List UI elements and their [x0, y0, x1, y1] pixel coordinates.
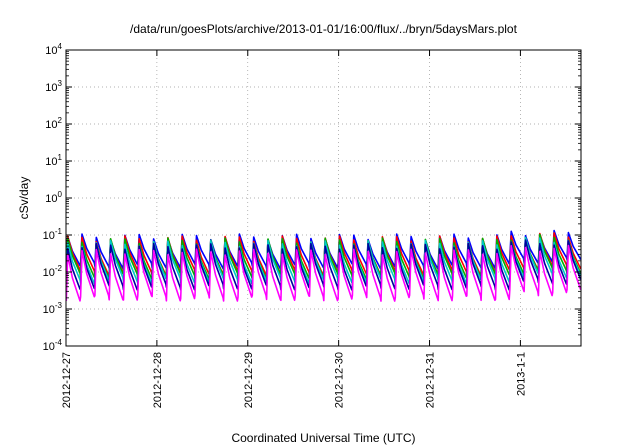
x-tick-label: 2012-12-30	[334, 352, 346, 408]
y-tick-label: 101	[45, 153, 62, 168]
y-tick-label: 10-2	[43, 264, 63, 279]
x-tick-label: 2012-12-29	[243, 352, 255, 408]
y-tick-label: 102	[45, 116, 62, 131]
y-tick-label: 100	[45, 190, 62, 205]
y-axis-label: cSv/day	[17, 177, 31, 220]
y-tick-label: 10-3	[43, 301, 63, 316]
plot-frame	[65, 49, 582, 347]
x-tick-label: 2012-12-31	[425, 352, 437, 408]
x-axis-label: Coordinated Universal Time (UTC)	[231, 431, 415, 445]
series-line	[65, 244, 582, 302]
x-tick-label: 2012-12-28	[152, 352, 164, 408]
chart-title: /data/run/goesPlots/archive/2013-01-01/1…	[130, 22, 518, 36]
axis-ticks: 10-4 10-3 10-2 10-1 100 101 102 103 104 2012-12-2…	[43, 42, 581, 408]
x-tick-label: 2013-1-1	[515, 352, 527, 396]
grid	[66, 50, 581, 346]
y-tick-label: 10-1	[43, 227, 63, 242]
x-tick-label: 2012-12-27	[61, 352, 73, 408]
y-tick-label: 104	[45, 42, 62, 57]
y-tick-label: 10-4	[43, 338, 63, 353]
y-tick-label: 103	[45, 79, 62, 94]
series-group	[65, 229, 582, 302]
